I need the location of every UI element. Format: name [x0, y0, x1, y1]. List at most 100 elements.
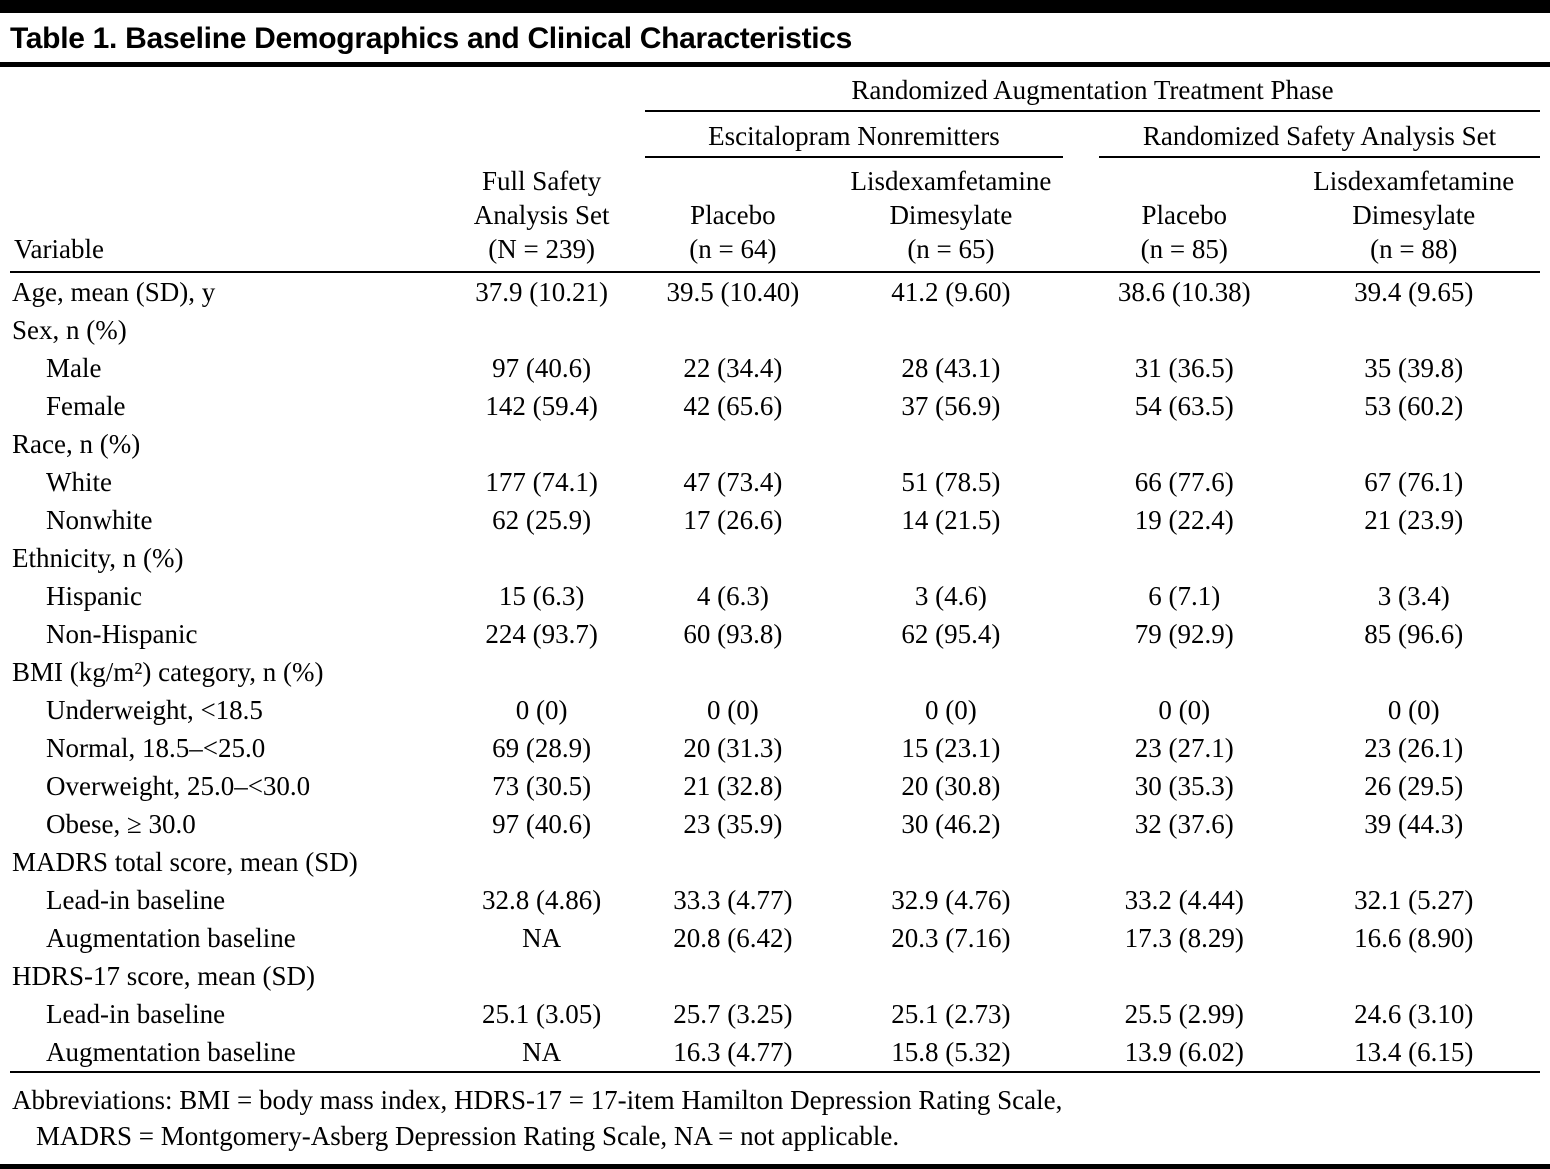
- cell-value: 33.3 (4.77): [673, 885, 793, 915]
- column-header-lisdexamfetamine-n65: Lisdexamfetamine Dimesylate (n = 65): [820, 158, 1081, 273]
- table-row: Race, n (%): [10, 425, 1540, 463]
- cell-value: [821, 311, 1081, 349]
- table-row: Sex, n (%): [10, 311, 1540, 349]
- cell-value: 13.9 (6.02): [1124, 1037, 1244, 1067]
- demographics-table: Randomized Augmentation Treatment Phase …: [10, 71, 1540, 1071]
- cell-value: [821, 843, 1081, 881]
- cell-value: 20 (30.8): [901, 771, 1001, 801]
- cell-value: 67 (76.1): [1364, 467, 1464, 497]
- cell-value: 37 (56.9): [901, 391, 1001, 421]
- cell-value: 25.1 (2.73): [891, 999, 1011, 1029]
- row-label: Augmentation baseline: [46, 1037, 296, 1067]
- cell-value: 142 (59.4): [485, 391, 598, 421]
- cell-value: [645, 843, 821, 881]
- cell-value: 15.8 (5.32): [891, 1037, 1011, 1067]
- cell-value: [645, 653, 821, 691]
- group-spanner-randomized-safety-set: Randomized Safety Analysis Set: [1081, 117, 1540, 158]
- group-spanner-escitalopram-nonremitters: Escitalopram Nonremitters: [644, 117, 1081, 158]
- cell-value: 0 (0): [515, 695, 568, 725]
- table-row: Augmentation baseline NA 20.8 (6.42) 20.3 (…: [10, 919, 1540, 957]
- cell-value: 31 (36.5): [1134, 353, 1234, 383]
- cell-value: 26 (29.5): [1364, 771, 1464, 801]
- group-left-label: Escitalopram Nonremitters: [708, 121, 1000, 151]
- column-header-variable: Variable: [10, 158, 439, 273]
- cell-value: 35 (39.8): [1364, 353, 1464, 383]
- cell-value: 0 (0): [707, 695, 759, 725]
- cell-value: 42 (65.6): [683, 391, 783, 421]
- row-label: Age, mean (SD), y: [12, 277, 216, 307]
- row-label: Obese, ≥ 30.0: [46, 809, 196, 839]
- group-spanner-row: Escitalopram Nonremitters Randomized Saf…: [10, 117, 1540, 158]
- cell-value: 20 (31.3): [683, 733, 783, 763]
- cell-value: [1288, 311, 1540, 349]
- cell-value: [1288, 653, 1540, 691]
- group-right-label: Randomized Safety Analysis Set: [1142, 121, 1497, 151]
- cell-value: 53 (60.2): [1364, 391, 1464, 421]
- cell-value: 38.6 (10.38): [1117, 277, 1251, 307]
- phase-spanner-row: Randomized Augmentation Treatment Phase: [10, 71, 1540, 112]
- cell-value: 25.5 (2.99): [1124, 999, 1244, 1029]
- cell-value: 51 (78.5): [901, 467, 1001, 497]
- cell-value: 14 (21.5): [901, 505, 1001, 535]
- cell-value: 39.4 (9.65): [1354, 277, 1474, 307]
- cell-value: 16.6 (8.90): [1354, 923, 1474, 953]
- table-row: BMI (kg/m²) category, n (%): [10, 653, 1540, 691]
- cell-value: 54 (63.5): [1134, 391, 1234, 421]
- cell-value: [1081, 311, 1288, 349]
- table-row: Lead-in baseline 32.8 (4.86) 33.3 (4.77) 32…: [10, 881, 1540, 919]
- row-label: Nonwhite: [46, 505, 153, 535]
- row-label: Overweight, 25.0–<30.0: [46, 771, 311, 801]
- column-header-full-safety-set: Full Safety Analysis Set (N = 239): [438, 158, 645, 273]
- cell-value: 30 (35.3): [1134, 771, 1234, 801]
- table-row: Ethnicity, n (%): [10, 539, 1540, 577]
- cell-value: 60 (93.8): [683, 619, 783, 649]
- cell-value: [821, 539, 1081, 577]
- table-row: Male 97 (40.6) 22 (34.4) 28 (43.1) 31 (36.5)…: [10, 349, 1540, 387]
- cell-value: 32.8 (4.86): [482, 885, 602, 915]
- phase-spanner: Randomized Augmentation Treatment Phase: [644, 71, 1540, 112]
- cell-value: 6 (7.1): [1148, 581, 1221, 611]
- cell-value: 21 (32.8): [683, 771, 783, 801]
- cell-value: [645, 311, 821, 349]
- cell-value: [645, 539, 821, 577]
- cell-value: 37.9 (10.21): [475, 277, 609, 307]
- table-row: Female 142 (59.4) 42 (65.6) 37 (56.9) 54 (63…: [10, 387, 1540, 425]
- cell-value: 32 (37.6): [1134, 809, 1234, 839]
- cell-value: 39.5 (10.40): [666, 277, 800, 307]
- cell-value: 47 (73.4): [683, 467, 783, 497]
- cell-value: 22 (34.4): [683, 353, 783, 383]
- cell-value: [645, 957, 821, 995]
- cell-value: 0 (0): [1158, 695, 1211, 725]
- row-label: Male: [46, 353, 102, 383]
- cell-value: 66 (77.6): [1134, 467, 1234, 497]
- top-rule: [0, 0, 1550, 13]
- cell-value: 13.4 (6.15): [1354, 1037, 1474, 1067]
- cell-value: 15 (6.3): [498, 581, 585, 611]
- cell-value: 97 (40.6): [492, 353, 592, 383]
- row-label: Normal, 18.5–<25.0: [46, 733, 266, 763]
- abbreviations-footnote: Abbreviations: BMI = body mass index, HD…: [10, 1071, 1540, 1164]
- table-row: Nonwhite 62 (25.9) 17 (26.6) 14 (21.5) 19 (2…: [10, 501, 1540, 539]
- cell-value: [1081, 425, 1288, 463]
- cell-value: [438, 539, 645, 577]
- cell-value: [1081, 957, 1288, 995]
- table-row: HDRS-17 score, mean (SD): [10, 957, 1540, 995]
- row-label: Female: [46, 391, 126, 421]
- row-label: BMI (kg/m²) category, n (%): [12, 657, 324, 687]
- header-empty-cell: [10, 71, 645, 112]
- cell-value: 17 (26.6): [683, 505, 783, 535]
- cell-value: [1081, 843, 1288, 881]
- table-row: White 177 (74.1) 47 (73.4) 51 (78.5) 66 (77.…: [10, 463, 1540, 501]
- cell-value: [438, 653, 645, 691]
- column-header-placebo-n64: Placebo (n = 64): [644, 158, 821, 273]
- table-row: Non-Hispanic 224 (93.7) 60 (93.8) 62 (95.4)…: [10, 615, 1540, 653]
- cell-value: 20.3 (7.16): [891, 923, 1011, 953]
- row-label: Race, n (%): [12, 429, 141, 459]
- row-label: Hispanic: [46, 581, 142, 611]
- cell-value: 62 (95.4): [901, 619, 1001, 649]
- cell-value: 4 (6.3): [696, 581, 769, 611]
- cell-value: [438, 311, 645, 349]
- cell-value: [438, 425, 645, 463]
- cell-value: [438, 957, 645, 995]
- column-header-lisdexamfetamine-n88: Lisdexamfetamine Dimesylate (n = 88): [1287, 158, 1540, 273]
